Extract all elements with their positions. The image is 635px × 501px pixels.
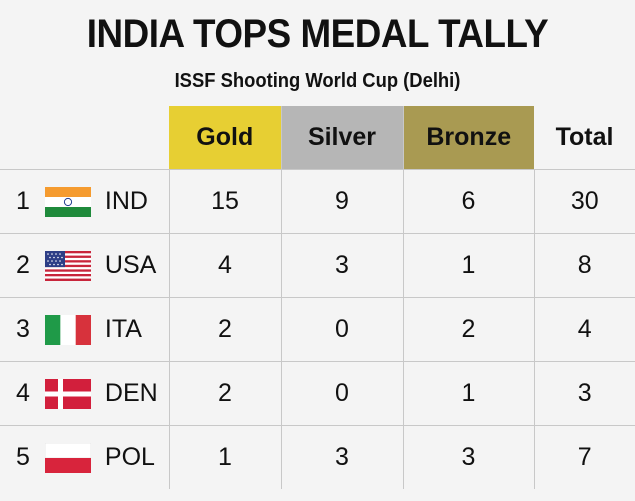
header-total: Total <box>555 123 614 151</box>
rank-number: 4 <box>16 379 30 408</box>
bronze-cell: 6 <box>402 169 534 234</box>
india-flag-icon <box>44 186 91 217</box>
header-blank-cell <box>0 106 169 170</box>
table-row: 4 DEN 2 0 1 3 <box>0 361 635 426</box>
total-cell: 30 <box>533 169 635 234</box>
rank-number: 1 <box>16 187 30 216</box>
country-cell: 4 DEN <box>0 361 169 426</box>
chart-subtitle: ISSF Shooting World Cup (Delhi) <box>174 70 461 92</box>
table-row: 1 IND 15 9 6 30 <box>0 169 635 234</box>
silver-cell: 9 <box>280 169 403 234</box>
denmark-flag-icon <box>44 378 91 409</box>
bronze-cell: 3 <box>402 425 534 489</box>
table-row: 2 <box>0 233 635 298</box>
rank-number: 2 <box>16 251 30 280</box>
poland-flag-icon <box>44 442 91 473</box>
table-row: 3 ITA 2 0 2 4 <box>0 297 635 362</box>
total-cell: 3 <box>533 361 635 426</box>
total-cell: 7 <box>533 425 635 489</box>
country-cell: 2 <box>0 233 169 298</box>
gold-cell: 15 <box>168 169 281 234</box>
country-cell: 3 ITA <box>0 297 169 362</box>
silver-cell: 3 <box>280 233 403 298</box>
country-code: ITA <box>104 315 142 344</box>
country-cell: 1 IND <box>0 169 169 234</box>
country-code: POL <box>104 443 155 472</box>
country-code: IND <box>104 187 148 216</box>
chart-title: INDIA TOPS MEDAL TALLY <box>86 12 549 56</box>
table-row: 5 POL 1 3 3 7 <box>0 425 635 489</box>
rank-number: 3 <box>16 315 30 344</box>
header-silver: Silver <box>280 106 403 170</box>
medal-table: Gold Silver Bronze Total 1 IND 15 9 6 30… <box>0 106 635 489</box>
italy-flag-icon <box>44 314 91 345</box>
silver-cell: 0 <box>280 361 403 426</box>
silver-cell: 0 <box>280 297 403 362</box>
usa-flag-icon <box>44 250 91 281</box>
rank-number: 5 <box>16 443 30 472</box>
gold-cell: 2 <box>168 361 281 426</box>
total-cell: 4 <box>533 297 635 362</box>
bronze-cell: 1 <box>402 361 534 426</box>
bronze-cell: 1 <box>402 233 534 298</box>
header-gold: Gold <box>169 106 281 170</box>
gold-cell: 2 <box>168 297 281 362</box>
country-code: DEN <box>104 379 158 408</box>
total-cell: 8 <box>533 233 635 298</box>
country-cell: 5 POL <box>0 425 169 489</box>
header-bronze: Bronze <box>402 106 534 170</box>
gold-cell: 4 <box>168 233 281 298</box>
bronze-cell: 2 <box>402 297 534 362</box>
silver-cell: 3 <box>280 425 403 489</box>
gold-cell: 1 <box>168 425 281 489</box>
country-code: USA <box>104 251 157 280</box>
header-row: Gold Silver Bronze Total <box>0 106 635 170</box>
